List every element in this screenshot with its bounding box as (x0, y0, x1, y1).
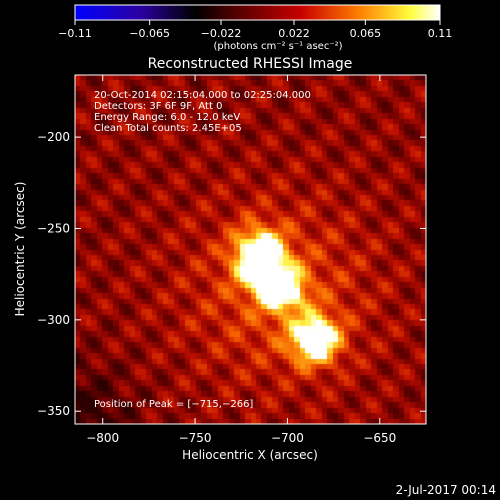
annotation-energy-range: Energy Range: 6.0 - 12.0 keV (94, 112, 240, 123)
annotation-time-range: 20-Oct-2014 02:15:04.000 to 02:25:04.000 (94, 90, 311, 101)
colorbar-tick-label: −0.11 (58, 27, 92, 40)
colorbar-tick-label: −0.065 (129, 27, 170, 40)
annotation-clean-counts: Clean Total counts: 2.45E+05 (94, 123, 242, 134)
y-axis-ticks: −200 −250 −300 −350 (37, 130, 426, 418)
chart-title: Reconstructed RHESSI Image (148, 56, 353, 72)
plot-frame (74, 74, 427, 425)
y-tick-label: −250 (37, 221, 70, 235)
y-tick-label: −300 (37, 313, 70, 327)
x-tick-label: −750 (179, 431, 212, 445)
annotation-peak-position: Position of Peak = [−715,−266] (94, 399, 253, 410)
heatmap-image (75, 75, 426, 424)
annotation-detectors: Detectors: 3F 6F 9F, Att 0 (94, 101, 222, 112)
y-axis-label: Heliocentric Y (arcsec) (13, 182, 27, 317)
colorbar-tick-label: 0.065 (350, 27, 382, 40)
y-tick-label: −350 (37, 404, 70, 418)
x-axis-ticks: −800 −750 −700 −650 (86, 75, 396, 445)
colorbar-ticks: −0.11 −0.065 −0.022 0.022 0.065 0.11 (58, 20, 452, 40)
colorbar (74, 4, 441, 21)
footer-date: 2-Jul-2017 00:14 (396, 483, 496, 497)
colorbar-tick-label: 0.022 (278, 27, 310, 40)
x-tick-label: −800 (86, 431, 119, 445)
x-tick-label: −700 (271, 431, 304, 445)
heatmap (75, 75, 426, 424)
y-tick-label: −200 (37, 130, 70, 144)
colorbar-tick-label: −0.022 (201, 27, 242, 40)
x-tick-label: −650 (363, 431, 396, 445)
colorbar-unit-label: (photons cm⁻² s⁻¹ asec⁻²) (213, 41, 342, 52)
x-axis-label: Heliocentric X (arcsec) (182, 448, 318, 462)
colorbar-tick-label: 0.11 (428, 27, 453, 40)
